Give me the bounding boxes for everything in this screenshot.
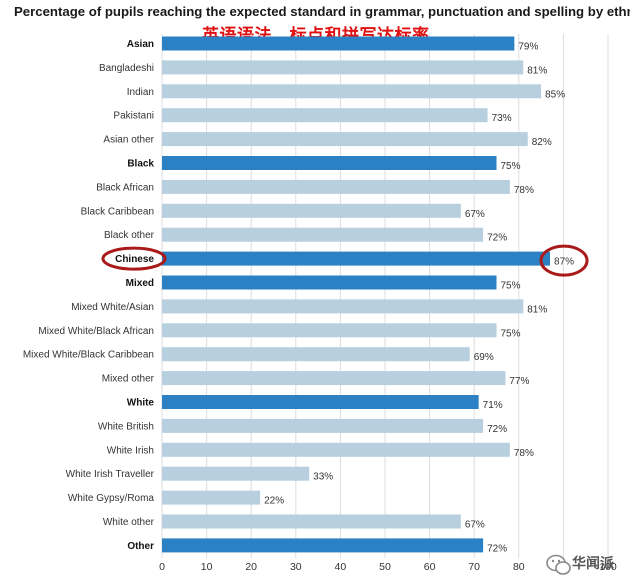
value-label: 81%: [527, 304, 547, 315]
x-tick-label: 50: [379, 561, 391, 573]
bar: [162, 275, 497, 290]
value-label: 71%: [483, 400, 503, 411]
wechat-icon: [546, 554, 571, 575]
bar: [162, 179, 510, 194]
bar: [162, 323, 497, 338]
x-tick-label: 40: [335, 561, 347, 573]
x-tick-label: 30: [290, 561, 302, 573]
value-label: 33%: [313, 472, 333, 483]
value-label: 75%: [501, 328, 521, 339]
bar: [162, 371, 506, 386]
bar: [162, 108, 488, 123]
value-label: 72%: [487, 424, 507, 435]
value-label: 69%: [474, 352, 494, 363]
category-label: Mixed White/Asian: [71, 302, 154, 313]
bar: [162, 156, 497, 170]
x-tick-label: 10: [201, 561, 213, 573]
category-label: Black Caribbean: [81, 206, 154, 217]
value-label: 73%: [492, 113, 512, 124]
bar: [162, 251, 551, 266]
x-tick-label: 70: [468, 561, 480, 573]
bar: [162, 299, 524, 314]
value-label: 22%: [264, 496, 284, 507]
value-label: 78%: [514, 448, 534, 459]
value-label: 81%: [527, 65, 547, 76]
category-label: Black: [127, 159, 154, 170]
x-tick-label: 20: [245, 561, 257, 573]
highlight-ellipse-label: [101, 246, 167, 271]
value-label: 85%: [545, 89, 565, 100]
bar: [162, 514, 461, 529]
category-label: Indian: [127, 87, 154, 98]
value-label: 72%: [487, 233, 507, 244]
value-label: 67%: [465, 209, 485, 220]
category-label: Asian: [127, 39, 154, 50]
category-label: White: [127, 398, 155, 409]
value-label: 87%: [554, 257, 574, 268]
watermark-text: 华闻派: [572, 555, 614, 571]
category-label: Mixed White/Black African: [38, 326, 154, 337]
bar: [162, 490, 261, 505]
x-tick-label: 100: [599, 561, 617, 573]
category-label: Black other: [104, 230, 155, 241]
chart-title: Percentage of pupils reaching the expect…: [14, 4, 630, 19]
bar: [162, 227, 484, 242]
category-label: White Irish Traveller: [66, 469, 155, 480]
value-label: 75%: [501, 281, 521, 292]
bar: [162, 347, 470, 362]
bar: [162, 36, 515, 51]
value-label: 75%: [501, 161, 521, 172]
category-label: Bangladeshi: [99, 63, 154, 74]
bar: [162, 60, 524, 75]
category-label: White British: [98, 421, 154, 432]
category-label: White Irish: [107, 445, 154, 456]
value-label: 67%: [465, 520, 485, 531]
value-label: 72%: [487, 543, 507, 554]
bar: [162, 203, 461, 218]
bar: [162, 84, 542, 99]
bar: [162, 442, 510, 457]
category-label: Mixed: [126, 278, 154, 289]
highlight-ellipse-value: [539, 244, 589, 277]
category-label: Mixed White/Black Caribbean: [23, 350, 154, 361]
value-label: 78%: [514, 185, 534, 196]
category-label: Mixed other: [102, 374, 155, 385]
x-tick-label: 80: [513, 561, 525, 573]
value-label: 77%: [509, 376, 529, 387]
category-label: Black African: [96, 182, 154, 193]
bar: [162, 395, 479, 409]
category-label: Chinese: [115, 254, 154, 265]
category-label: Other: [127, 541, 154, 552]
category-label: Pakistani: [113, 111, 154, 122]
category-label: White Gypsy/Roma: [68, 493, 155, 504]
category-label: White other: [103, 517, 155, 528]
bar: [162, 538, 484, 553]
bar: [162, 132, 528, 147]
x-tick-label: 60: [424, 561, 436, 573]
value-label: 82%: [532, 137, 552, 148]
x-tick-label: 0: [159, 561, 165, 573]
bar: [162, 466, 310, 481]
value-label: 79%: [518, 42, 538, 53]
category-label: Asian other: [103, 135, 154, 146]
bar: [162, 418, 484, 433]
